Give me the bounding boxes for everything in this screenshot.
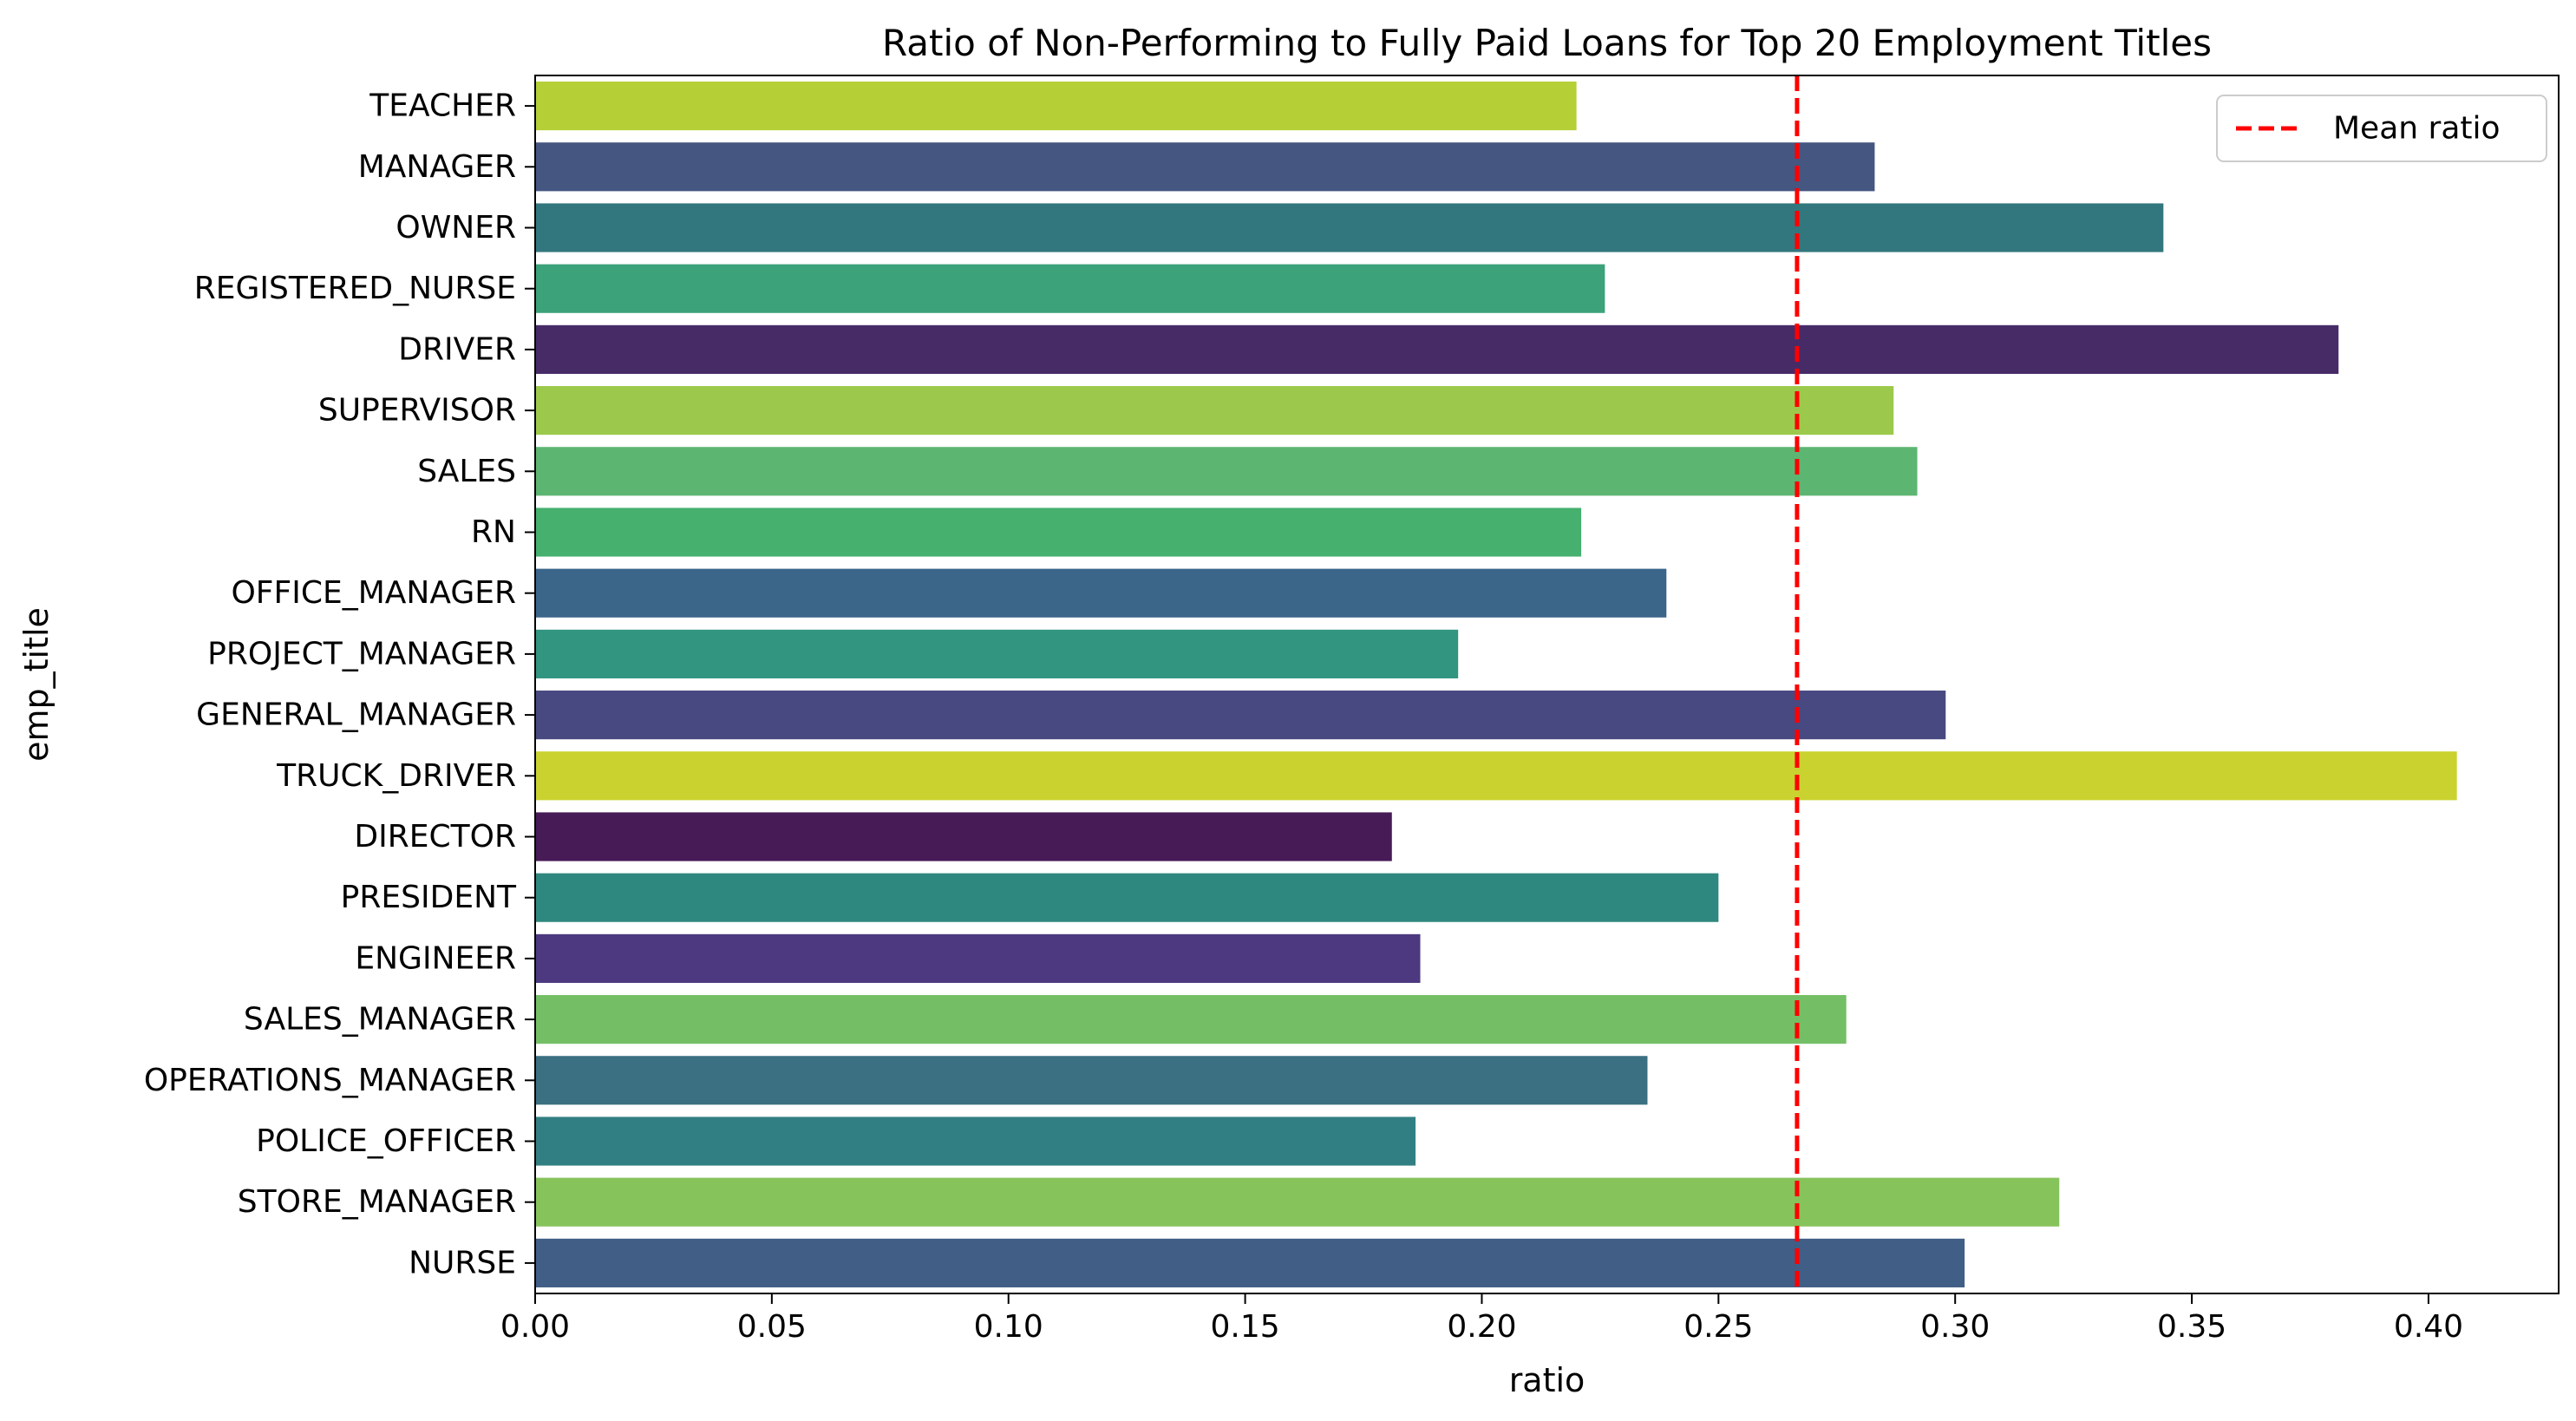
bar-truck-driver	[535, 751, 2457, 801]
bar-operations-manager	[535, 1056, 1648, 1105]
legend-box	[2216, 95, 2547, 162]
bar-sales-manager	[535, 995, 1847, 1044]
y-tick-label-nurse: NURSE	[409, 1245, 516, 1280]
bar-general-manager	[535, 691, 1946, 740]
y-axis-ticks: TEACHER MANAGER OWNER REGISTERED_NURSE DRIVE…	[144, 88, 535, 1280]
bars	[535, 82, 2457, 1287]
chart-title: Ratio of Non-Performing to Fully Paid Lo…	[882, 22, 2212, 64]
y-tick-label-office-manager: OFFICE_MANAGER	[231, 575, 516, 611]
bar-sales	[535, 447, 1918, 496]
x-tick-label-5: 0.25	[1684, 1309, 1753, 1345]
y-tick-label-teacher: TEACHER	[369, 88, 516, 124]
bar-teacher	[535, 82, 1577, 131]
x-tick-label-0: 0.00	[500, 1309, 570, 1345]
bar-supervisor	[535, 386, 1894, 435]
y-tick-label-sales: SALES	[417, 454, 516, 489]
bar-office-manager	[535, 568, 1667, 618]
y-tick-label-owner: OWNER	[396, 210, 516, 246]
y-tick-label-manager: MANAGER	[358, 149, 516, 185]
y-tick-label-president: PRESIDENT	[341, 880, 517, 915]
y-tick-label-general-manager: GENERAL_MANAGER	[196, 697, 516, 733]
y-tick-label-sales-manager: SALES_MANAGER	[244, 1002, 516, 1038]
bar-rn	[535, 508, 1582, 557]
x-tick-label-8: 0.40	[2394, 1309, 2463, 1345]
x-tick-label-6: 0.30	[1920, 1309, 1990, 1345]
y-tick-label-store-manager: STORE_MANAGER	[238, 1184, 516, 1220]
x-tick-label-3: 0.15	[1211, 1309, 1280, 1345]
x-tick-label-7: 0.35	[2157, 1309, 2226, 1345]
bar-owner	[535, 203, 2164, 252]
legend: Mean ratio	[2216, 95, 2547, 162]
legend-label-mean-ratio: Mean ratio	[2333, 111, 2501, 147]
bar-project-manager	[535, 629, 1459, 678]
y-tick-label-truck-driver: TRUCK_DRIVER	[276, 758, 516, 794]
y-tick-label-operations-manager: OPERATIONS_MANAGER	[144, 1063, 516, 1098]
bar-manager	[535, 142, 1875, 192]
bar-director	[535, 812, 1392, 861]
y-axis-label: emp_title	[17, 607, 56, 762]
x-tick-label-4: 0.20	[1447, 1309, 1516, 1345]
x-tick-label-2: 0.10	[974, 1309, 1043, 1345]
y-tick-label-supervisor: SUPERVISOR	[318, 393, 516, 429]
x-axis-ticks: 0.00 0.05 0.10 0.15 0.20 0.25 0.30 0.35 0.40	[500, 1293, 2463, 1345]
bar-store-manager	[535, 1177, 2060, 1227]
y-tick-label-driver: DRIVER	[398, 331, 516, 367]
y-tick-label-director: DIRECTOR	[354, 819, 516, 855]
bar-engineer	[535, 933, 1421, 983]
y-tick-label-police-officer: POLICE_OFFICER	[256, 1123, 516, 1159]
bar-nurse	[535, 1238, 1965, 1287]
y-tick-label-registered-nurse: REGISTERED_NURSE	[194, 271, 516, 306]
x-axis-label: ratio	[1509, 1361, 1585, 1399]
y-tick-label-project-manager: PROJECT_MANAGER	[207, 636, 516, 671]
bar-president	[535, 873, 1719, 922]
bar-driver	[535, 324, 2339, 374]
bar-police-officer	[535, 1116, 1416, 1166]
y-tick-label-rn: RN	[471, 514, 516, 550]
x-tick-label-1: 0.05	[737, 1309, 807, 1345]
plot-frame	[534, 75, 2560, 1294]
y-tick-label-engineer: ENGINEER	[355, 940, 516, 976]
bar-registered-nurse	[535, 264, 1605, 313]
